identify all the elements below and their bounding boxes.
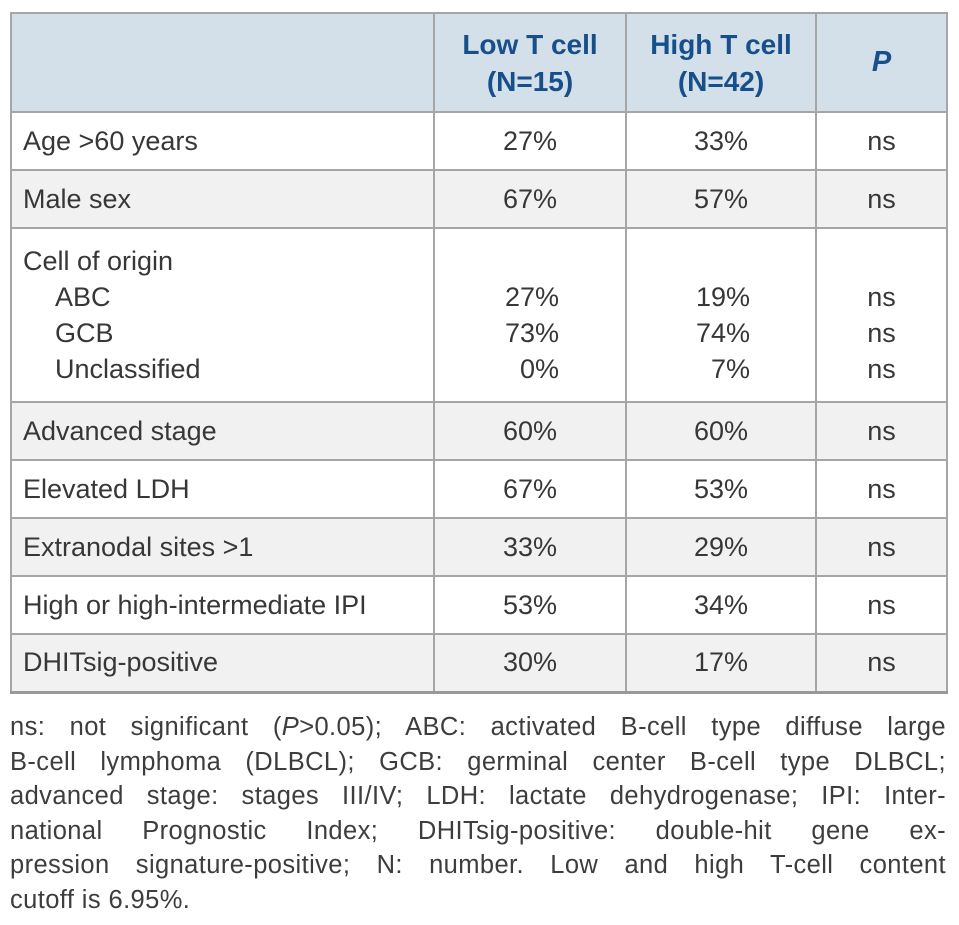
high-t-cell-value: 34% xyxy=(625,575,817,635)
high-t-cell-value: 60% xyxy=(625,401,817,461)
footnote-line-6: cutoff is 6.95%. xyxy=(10,885,191,914)
high-t-cell-value: 53% xyxy=(625,459,817,519)
footnote-line-2: B-cell lymphoma (DLBCL); GCB: germinal c… xyxy=(10,747,946,776)
table-row-cell-of-origin: Cell of origin ABC GCB Unclassified 27% … xyxy=(10,227,948,403)
header-high-line1: High T cell xyxy=(650,28,792,60)
low-t-cell-value: 33% xyxy=(433,517,627,577)
high-t-cell-value: 17% xyxy=(625,633,817,693)
header-high-t-cell: High T cell (N=42) xyxy=(625,12,817,113)
table-row-extranodal-sites: Extranodal sites >1 33% 29% ns xyxy=(10,517,948,577)
low-t-cell-value: 53% xyxy=(433,575,627,635)
p-value-gcb: ns xyxy=(867,318,896,348)
low-t-cell-group-values: 27% 73% 0% xyxy=(433,227,627,403)
sub-label-unclassified: Unclassified xyxy=(55,354,201,384)
high-t-cell-value-gcb: 74% xyxy=(695,318,750,348)
high-t-cell-value: 33% xyxy=(625,111,817,171)
row-label: Age >60 years xyxy=(10,111,435,171)
header-low-line2: (N=15) xyxy=(486,65,574,97)
footnote-italic-p: P xyxy=(281,713,300,741)
low-t-cell-value-abc: 27% xyxy=(504,282,559,312)
footnote-line-5: pression signature-positive; N: number. … xyxy=(10,851,946,879)
p-value-abc: ns xyxy=(867,282,896,312)
table-row-male-sex: Male sex 67% 57% ns xyxy=(10,169,948,229)
footnote-text: ns: not significant ( xyxy=(10,713,282,741)
table-header-row: Low T cell (N=15) High T cell (N=42) P xyxy=(10,12,948,113)
header-p-value: P xyxy=(815,12,948,113)
table-row-elevated-ldh: Elevated LDH 67% 53% ns xyxy=(10,459,948,519)
row-label: Elevated LDH xyxy=(10,459,435,519)
header-high-line2: (N=42) xyxy=(677,65,765,97)
p-value-unclassified: ns xyxy=(867,354,896,384)
table-row-age: Age >60 years 27% 33% ns xyxy=(10,111,948,171)
row-label-group: Cell of origin ABC GCB Unclassified xyxy=(10,227,435,403)
row-label: High or high-intermediate IPI xyxy=(10,575,435,635)
low-t-cell-value: 27% xyxy=(433,111,627,171)
footnote-line-4: national Prognostic Index; DHITsig-posit… xyxy=(10,816,946,845)
row-label: DHITsig-positive xyxy=(10,633,435,693)
table-footnote: ns: not significant (P>0.05); ABC: activ… xyxy=(10,710,946,917)
table-row-ipi: High or high-intermediate IPI 53% 34% ns xyxy=(10,575,948,635)
blank-line xyxy=(817,243,946,279)
p-value: ns xyxy=(815,575,948,635)
low-t-cell-value: 30% xyxy=(433,633,627,693)
low-t-cell-value: 67% xyxy=(433,169,627,229)
high-t-cell-value-abc: 19% xyxy=(695,282,750,312)
low-t-cell-value: 60% xyxy=(433,401,627,461)
header-low-t-cell: Low T cell (N=15) xyxy=(433,12,627,113)
p-value: ns xyxy=(815,633,948,693)
p-value: ns xyxy=(815,169,948,229)
low-t-cell-value-gcb: 73% xyxy=(504,318,559,348)
high-t-cell-value-unclassified: 7% xyxy=(710,354,750,384)
p-value: ns xyxy=(815,401,948,461)
table-row-dhitsig: DHITsig-positive 30% 17% ns xyxy=(10,633,948,693)
table-row-advanced-stage: Advanced stage 60% 60% ns xyxy=(10,401,948,461)
blank-line xyxy=(435,243,625,279)
header-low-line1: Low T cell xyxy=(462,28,598,60)
group-title: Cell of origin xyxy=(23,246,174,276)
patient-characteristics-table: Low T cell (N=15) High T cell (N=42) P A… xyxy=(10,12,948,694)
footnote-text: >0.05); ABC: activated B-cell type diffu… xyxy=(299,713,946,741)
p-value: ns xyxy=(815,459,948,519)
header-empty-cell xyxy=(10,12,435,113)
p-value: ns xyxy=(815,517,948,577)
low-t-cell-value: 67% xyxy=(433,459,627,519)
blank-line xyxy=(627,243,815,279)
high-t-cell-value: 29% xyxy=(625,517,817,577)
sub-label-abc: ABC xyxy=(55,282,111,312)
footnote-line-3: advanced stage: stages III/IV; LDH: lact… xyxy=(10,782,946,810)
sub-label-gcb: GCB xyxy=(55,318,114,348)
row-label: Male sex xyxy=(10,169,435,229)
high-t-cell-group-values: 19% 74% 7% xyxy=(625,227,817,403)
footnote-line-1: ns: not significant (P>0.05); ABC: activ… xyxy=(10,710,946,745)
p-value: ns xyxy=(815,111,948,171)
row-label: Extranodal sites >1 xyxy=(10,517,435,577)
low-t-cell-value-unclassified: 0% xyxy=(519,354,559,384)
row-label: Advanced stage xyxy=(10,401,435,461)
high-t-cell-value: 57% xyxy=(625,169,817,229)
p-group-values: ns ns ns xyxy=(815,227,948,403)
